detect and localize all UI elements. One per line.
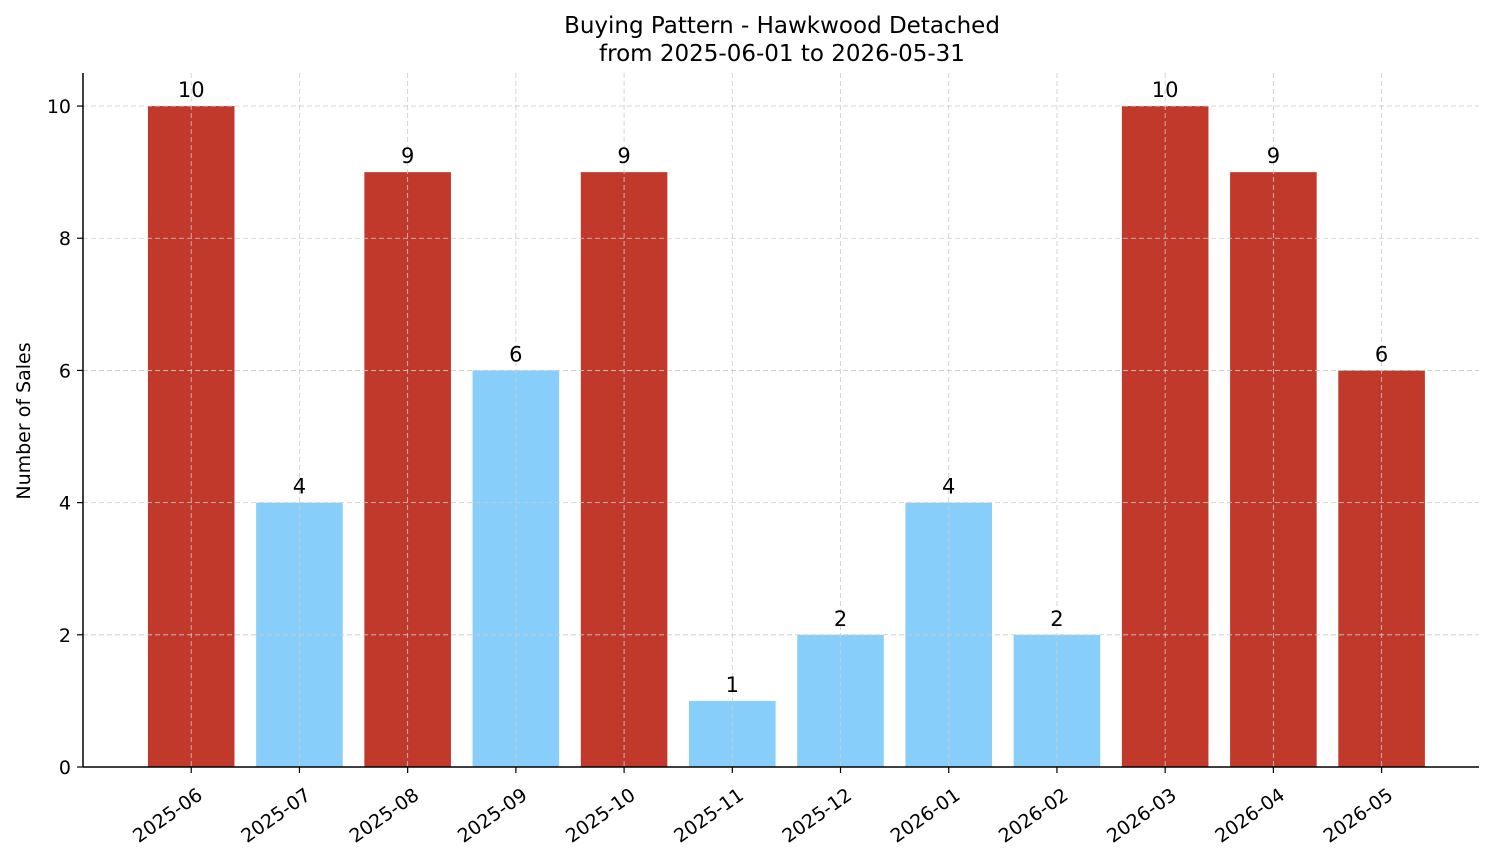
value-label-2025-10: 9: [617, 144, 630, 168]
y-tick-label: 4: [59, 493, 71, 515]
y-tick-label: 6: [59, 360, 71, 382]
chart-subtitle: from 2025-06-01 to 2026-05-31: [599, 41, 965, 67]
value-label-2025-09: 6: [509, 342, 522, 366]
x-tick-label-2026-04: 2026-04: [1211, 784, 1289, 848]
x-tick-label-2026-02: 2026-02: [995, 784, 1073, 848]
x-tick-label-2026-01: 2026-01: [887, 784, 965, 848]
x-tick-label-2025-10: 2025-10: [562, 784, 640, 848]
x-tick-label-2026-05: 2026-05: [1319, 784, 1397, 848]
value-label-2025-06: 10: [178, 78, 205, 102]
value-label-2026-03: 10: [1152, 78, 1179, 102]
value-label-2026-01: 4: [942, 475, 955, 499]
value-label-2025-12: 2: [834, 607, 847, 631]
x-tick-label-2025-12: 2025-12: [778, 784, 856, 848]
value-label-2025-07: 4: [293, 475, 306, 499]
y-tick-label: 2: [59, 625, 71, 647]
x-tick-label-2025-09: 2025-09: [454, 784, 532, 848]
x-tick-label-2025-11: 2025-11: [670, 784, 748, 848]
value-label-2025-08: 9: [401, 144, 414, 168]
y-axis-label: Number of Sales: [13, 342, 35, 499]
value-label-2026-05: 6: [1375, 342, 1388, 366]
y-tick-label: 0: [59, 757, 71, 779]
value-label-2026-02: 2: [1050, 607, 1063, 631]
x-tick-label-2025-06: 2025-06: [129, 784, 207, 848]
x-tick-label-2025-07: 2025-07: [237, 784, 315, 848]
x-tick-label-2026-03: 2026-03: [1103, 784, 1181, 848]
axes-layer: [77, 73, 1479, 773]
x-tick-label-2025-08: 2025-08: [345, 784, 423, 848]
value-label-2026-04: 9: [1267, 144, 1280, 168]
y-tick-label: 10: [47, 96, 71, 118]
chart-title: Buying Pattern - Hawkwood Detached: [564, 13, 1000, 39]
y-tick-label: 8: [59, 228, 71, 250]
value-label-2025-11: 1: [726, 673, 739, 697]
bars-layer: [147, 106, 1425, 768]
